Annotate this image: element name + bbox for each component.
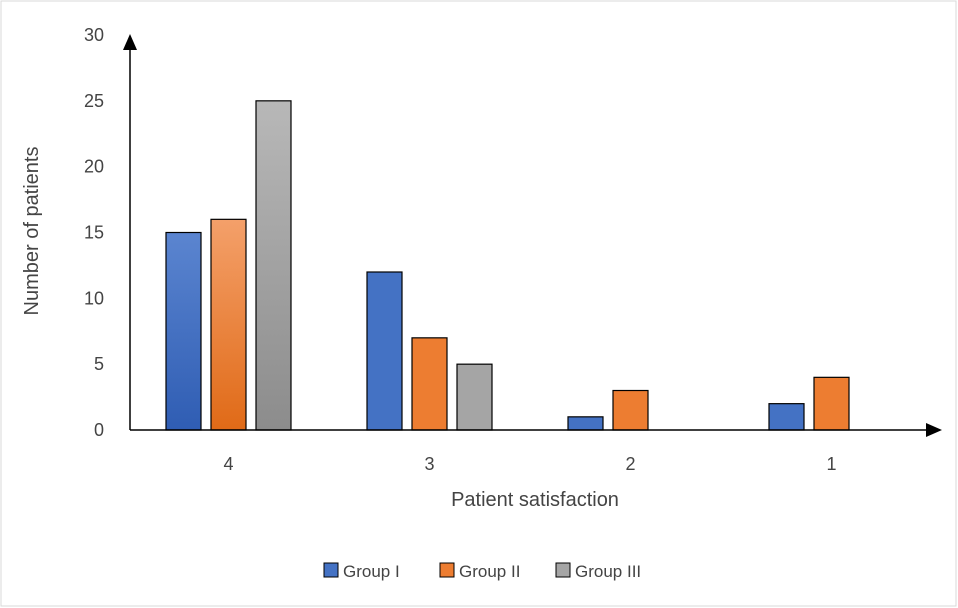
y-tick-label: 10	[84, 288, 104, 308]
bar-group-i-cat-4	[165, 231, 202, 431]
x-axis-title: Patient satisfaction	[451, 489, 619, 511]
bar-group-ii-cat-1	[813, 376, 850, 431]
bar-group-iii-cat-3	[456, 363, 493, 431]
y-axis-arrow	[123, 34, 137, 50]
bar-group-ii-cat-2	[612, 389, 649, 431]
y-tick-label: 0	[94, 420, 104, 440]
bar-group-i-cat-1	[768, 403, 805, 431]
legend-label: Group III	[575, 562, 641, 581]
bar-group-i-cat-3	[366, 271, 403, 431]
y-tick-label: 5	[94, 354, 104, 374]
bars-layer	[165, 100, 850, 431]
y-tick-label: 30	[84, 25, 104, 45]
x-axis-arrow	[926, 423, 942, 437]
legend: Group I Group II Group III	[323, 562, 641, 581]
x-tick-label: 3	[424, 454, 434, 474]
y-tick-label: 25	[84, 91, 104, 111]
bar-group-i-cat-2	[567, 416, 604, 431]
y-tick-labels: 0 5 10 15 20 25 30	[84, 25, 104, 440]
bar-group-ii-cat-4	[210, 218, 247, 431]
x-tick-labels: 4 3 2 1	[223, 454, 836, 474]
legend-swatch	[439, 562, 455, 578]
x-tick-label: 2	[625, 454, 635, 474]
x-tick-label: 4	[223, 454, 233, 474]
bar-group-ii-cat-3	[411, 337, 448, 431]
bar-group-iii-cat-4	[255, 100, 292, 431]
y-tick-label: 20	[84, 157, 104, 177]
legend-label: Group II	[459, 562, 520, 581]
y-axis-title: Number of patients	[21, 147, 43, 316]
x-tick-label: 1	[826, 454, 836, 474]
legend-label: Group I	[343, 562, 400, 581]
legend-swatch	[555, 562, 571, 578]
legend-swatch	[323, 562, 339, 578]
y-tick-label: 15	[84, 223, 104, 243]
